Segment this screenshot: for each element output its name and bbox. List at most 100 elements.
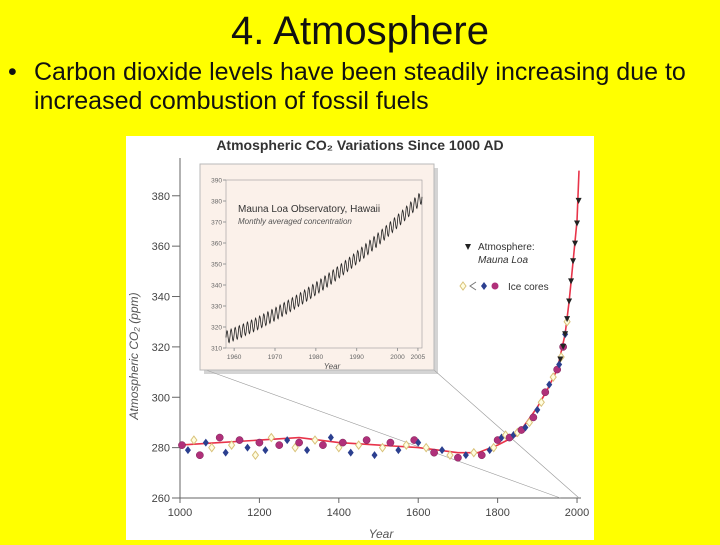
inset-x-label: Year <box>324 362 341 371</box>
ice-core-point <box>267 432 275 443</box>
inset-y-tick-label: 310 <box>211 346 222 353</box>
inset-x-tick-label: 2005 <box>411 354 426 361</box>
inset-y-tick-label: 330 <box>211 304 222 311</box>
inset-subtitle: Monthly averaged concentration <box>238 217 352 226</box>
ice-core-point <box>327 433 334 442</box>
ice-core-point <box>402 440 410 450</box>
axes: 260 280 300 320 340 360 380 1000 1200 1400 1600 180… <box>152 158 589 519</box>
ice-core-point <box>262 446 269 455</box>
inset-y-tick-label: 370 <box>211 220 222 227</box>
legend: Atmosphere: Mauna Loa Ice cores <box>459 242 549 293</box>
legend-marker-ice <box>469 281 477 291</box>
atmosphere-point <box>568 278 575 285</box>
ice-core-point <box>549 372 557 382</box>
inset-x-tick-label: 1960 <box>227 354 242 361</box>
atmosphere-point <box>575 197 582 204</box>
ice-core-point <box>208 442 216 453</box>
atmosphere-point <box>564 316 571 323</box>
x-tick-label: 1400 <box>327 507 351 519</box>
inset-co2-curve <box>225 192 423 344</box>
y-tick-label: 320 <box>152 342 170 354</box>
ice-core-point <box>537 397 545 408</box>
inset-title: Mauna Loa Observatory, Hawaii <box>238 204 380 215</box>
x-tick-label: 1800 <box>485 507 509 519</box>
ice-core-point <box>422 442 430 453</box>
ice-core-point <box>477 451 486 460</box>
x-tick-label: 2000 <box>565 507 589 519</box>
ice-core-point <box>311 435 319 445</box>
ice-core-point <box>184 446 191 455</box>
atmosphere-point <box>557 356 564 363</box>
ice-core-point <box>522 423 529 432</box>
co2-chart-svg: Atmospheric CO₂ Variations Since 1000 AD… <box>127 137 589 541</box>
ice-core-point <box>190 435 198 445</box>
ice-core-point <box>244 443 251 452</box>
legend-marker-ice <box>481 282 487 290</box>
legend-label-ice: Ice cores <box>508 282 549 293</box>
ice-core-point <box>196 451 204 460</box>
ice-core-point <box>284 436 291 445</box>
legend-sublabel-atmosphere: Mauna Loa <box>478 255 528 266</box>
ice-core-point <box>295 438 303 447</box>
inset-line <box>225 192 423 344</box>
inset-x-tick-label: 1990 <box>349 354 364 361</box>
y-tick-label: 360 <box>152 241 170 253</box>
x-tick-label: 1600 <box>406 507 430 519</box>
ice-core-point <box>534 405 541 414</box>
ice-core-point <box>362 436 371 444</box>
y-tick-label: 340 <box>152 292 170 304</box>
co2-chart: Atmospheric CO₂ Variations Since 1000 AD… <box>126 136 594 541</box>
atmosphere-point <box>566 298 573 305</box>
slide-title: 4. Atmosphere <box>231 9 489 53</box>
ice-core-point <box>338 438 347 447</box>
ice-core-point <box>454 453 462 462</box>
atmosphere-point <box>560 343 567 350</box>
ice-core-point <box>430 448 438 457</box>
ice-core-point <box>202 438 209 447</box>
atmosphere-point <box>574 220 581 227</box>
atmosphere-point <box>570 258 577 265</box>
ice-core-points <box>178 316 571 462</box>
y-tick-label: 300 <box>152 392 170 404</box>
ice-core-point <box>251 450 260 461</box>
ice-core-point <box>556 360 563 369</box>
inset-chart: Mauna Loa Observatory, Hawaii Monthly av… <box>199 163 438 374</box>
inset-x-tick-label: 1970 <box>268 354 283 361</box>
ice-core-point <box>304 446 311 455</box>
ice-core-point <box>386 438 395 447</box>
ice-core-point <box>222 448 229 457</box>
x-tick-label: 1200 <box>247 507 271 519</box>
ice-core-point <box>255 438 264 447</box>
atmosphere-point <box>562 331 569 338</box>
ice-core-point <box>541 388 550 397</box>
ice-core-point <box>291 442 299 453</box>
ice-core-point <box>446 450 454 461</box>
ice-core-point <box>415 438 422 447</box>
y-tick-label: 380 <box>152 191 170 203</box>
chart-title: Atmospheric CO₂ Variations Since 1000 AD <box>216 137 503 153</box>
ice-core-point <box>470 447 478 458</box>
ice-core-point <box>546 380 553 389</box>
ice-core-point <box>439 446 446 455</box>
inset-y-tick-label: 380 <box>211 199 222 206</box>
ice-core-point <box>490 442 498 453</box>
ice-core-point <box>355 440 363 450</box>
y-axis-label: Atmospheric CO₂ (ppm) <box>127 292 141 420</box>
ice-core-point <box>235 436 244 444</box>
ice-core-point <box>462 451 469 460</box>
y-tick-label: 260 <box>152 493 170 505</box>
inset-x-tick-label: 2000 <box>390 354 405 361</box>
bullet-item: • Carbon dioxide levels have been steadi… <box>8 58 708 116</box>
x-tick-label: 1000 <box>168 507 192 519</box>
atmosphere-points <box>557 197 582 363</box>
atmosphere-point <box>572 240 579 247</box>
inset-y-tick-label: 320 <box>211 325 222 332</box>
ice-core-point <box>347 448 354 457</box>
ice-core-point <box>371 451 378 460</box>
inset-y-tick-label: 350 <box>211 262 222 269</box>
ice-core-point <box>178 441 186 449</box>
inset-y-tick-label: 390 <box>211 178 222 185</box>
bullet-text: Carbon dioxide levels have been steadily… <box>34 58 686 115</box>
ice-core-point <box>529 413 538 422</box>
ice-core-point <box>335 442 343 453</box>
